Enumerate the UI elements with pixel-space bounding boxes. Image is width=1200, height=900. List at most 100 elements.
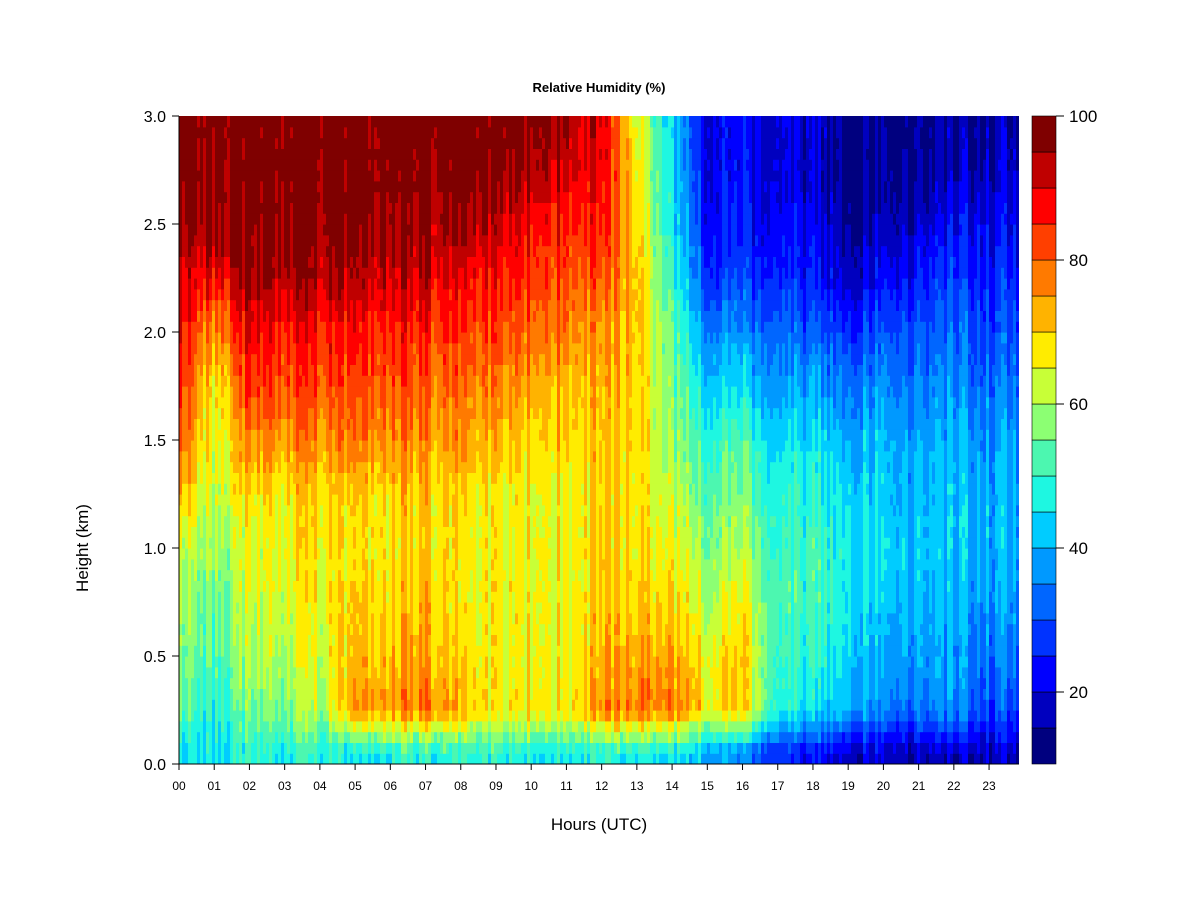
heatmap-cell — [302, 515, 306, 527]
heatmap-cell — [257, 407, 261, 419]
heatmap-cell — [401, 710, 405, 722]
heatmap-cell — [374, 407, 378, 419]
heatmap-cell — [245, 731, 249, 743]
heatmap-cell — [236, 278, 240, 290]
heatmap-cell — [287, 202, 291, 214]
heatmap-cell — [305, 418, 309, 430]
heatmap-cell — [329, 429, 333, 441]
heatmap-cell — [293, 720, 297, 733]
heatmap-cell — [185, 450, 189, 463]
heatmap-cell — [425, 537, 429, 549]
heatmap-cell — [248, 202, 252, 214]
heatmap-cell — [317, 548, 321, 560]
heatmap-cell — [332, 148, 336, 160]
heatmap-cell — [293, 504, 297, 517]
heatmap-cell — [383, 126, 387, 139]
heatmap-cell — [362, 558, 366, 571]
heatmap-cell — [203, 677, 207, 689]
heatmap-cell — [398, 569, 402, 581]
heatmap-cell — [314, 180, 318, 193]
heatmap-cell — [239, 159, 243, 171]
heatmap-cell — [341, 245, 345, 257]
heatmap-cell — [392, 224, 396, 236]
heatmap-cell — [335, 224, 339, 236]
heatmap-cell — [251, 321, 255, 333]
heatmap-cell — [281, 407, 285, 419]
heatmap-cell — [260, 483, 264, 495]
heatmap-cell — [188, 710, 192, 722]
heatmap-cell — [371, 191, 375, 203]
heatmap-cell — [386, 483, 390, 495]
heatmap-cell — [188, 278, 192, 290]
heatmap-cell — [203, 623, 207, 635]
heatmap-cell — [344, 710, 348, 722]
heatmap-cell — [299, 504, 303, 517]
heatmap-cell — [356, 591, 360, 603]
heatmap-cell — [272, 224, 276, 236]
heatmap-cell — [305, 483, 309, 495]
heatmap-cell — [383, 353, 387, 365]
heatmap-cell — [206, 170, 210, 182]
heatmap-cell — [323, 666, 327, 679]
heatmap-cell — [257, 591, 261, 603]
heatmap-cell — [236, 504, 240, 517]
heatmap-cell — [269, 753, 273, 764]
heatmap-cell — [422, 494, 426, 506]
heatmap-cell — [314, 656, 318, 668]
heatmap-cell — [206, 213, 210, 225]
heatmap-cell — [209, 634, 213, 646]
heatmap-cell — [251, 278, 255, 290]
heatmap-cell — [398, 278, 402, 290]
heatmap-cell — [377, 731, 381, 743]
heatmap-cell — [284, 353, 288, 365]
heatmap-cell — [242, 116, 246, 128]
heatmap-cell — [179, 429, 183, 441]
heatmap-cell — [332, 710, 336, 722]
heatmap-cell — [233, 699, 237, 711]
heatmap-cell — [398, 602, 402, 614]
heatmap-cell — [242, 148, 246, 160]
heatmap-cell — [248, 558, 252, 571]
heatmap-cell — [413, 364, 417, 376]
heatmap-cell — [398, 137, 402, 149]
heatmap-cell — [197, 148, 201, 160]
heatmap-cell — [281, 375, 285, 387]
heatmap-cell — [209, 180, 213, 193]
heatmap-cell — [245, 634, 249, 646]
heatmap-cell — [287, 288, 291, 301]
heatmap-cell — [377, 440, 381, 452]
heatmap-cell — [314, 224, 318, 236]
heatmap-cell — [344, 256, 348, 268]
heatmap-cell — [302, 645, 306, 657]
heatmap-cell — [227, 256, 231, 268]
heatmap-cell — [263, 159, 267, 171]
heatmap-cell — [317, 440, 321, 452]
heatmap-cell — [278, 548, 282, 560]
heatmap-cell — [281, 256, 285, 268]
heatmap-cell — [422, 407, 426, 419]
heatmap-cell — [221, 364, 225, 376]
heatmap-cell — [182, 418, 186, 430]
heatmap-cell — [245, 548, 249, 560]
heatmap-cell — [275, 375, 279, 387]
heatmap-cell — [227, 569, 231, 581]
heatmap-cell — [275, 299, 279, 311]
heatmap-cell — [389, 472, 393, 484]
heatmap-cell — [224, 116, 228, 128]
heatmap-cell — [275, 353, 279, 365]
heatmap-cell — [374, 116, 378, 128]
heatmap-cell — [392, 526, 396, 538]
heatmap-cell — [422, 688, 426, 700]
heatmap-cell — [383, 494, 387, 506]
heatmap-cell — [302, 602, 306, 614]
heatmap-cell — [191, 407, 195, 419]
heatmap-cell — [236, 407, 240, 419]
heatmap-cell — [251, 720, 255, 733]
heatmap-cell — [335, 353, 339, 365]
heatmap-cell — [191, 310, 195, 322]
heatmap-cell — [296, 396, 300, 409]
heatmap-cell — [365, 515, 369, 527]
heatmap-cell — [236, 666, 240, 679]
heatmap-cell — [230, 159, 234, 171]
heatmap-cell — [347, 656, 351, 668]
